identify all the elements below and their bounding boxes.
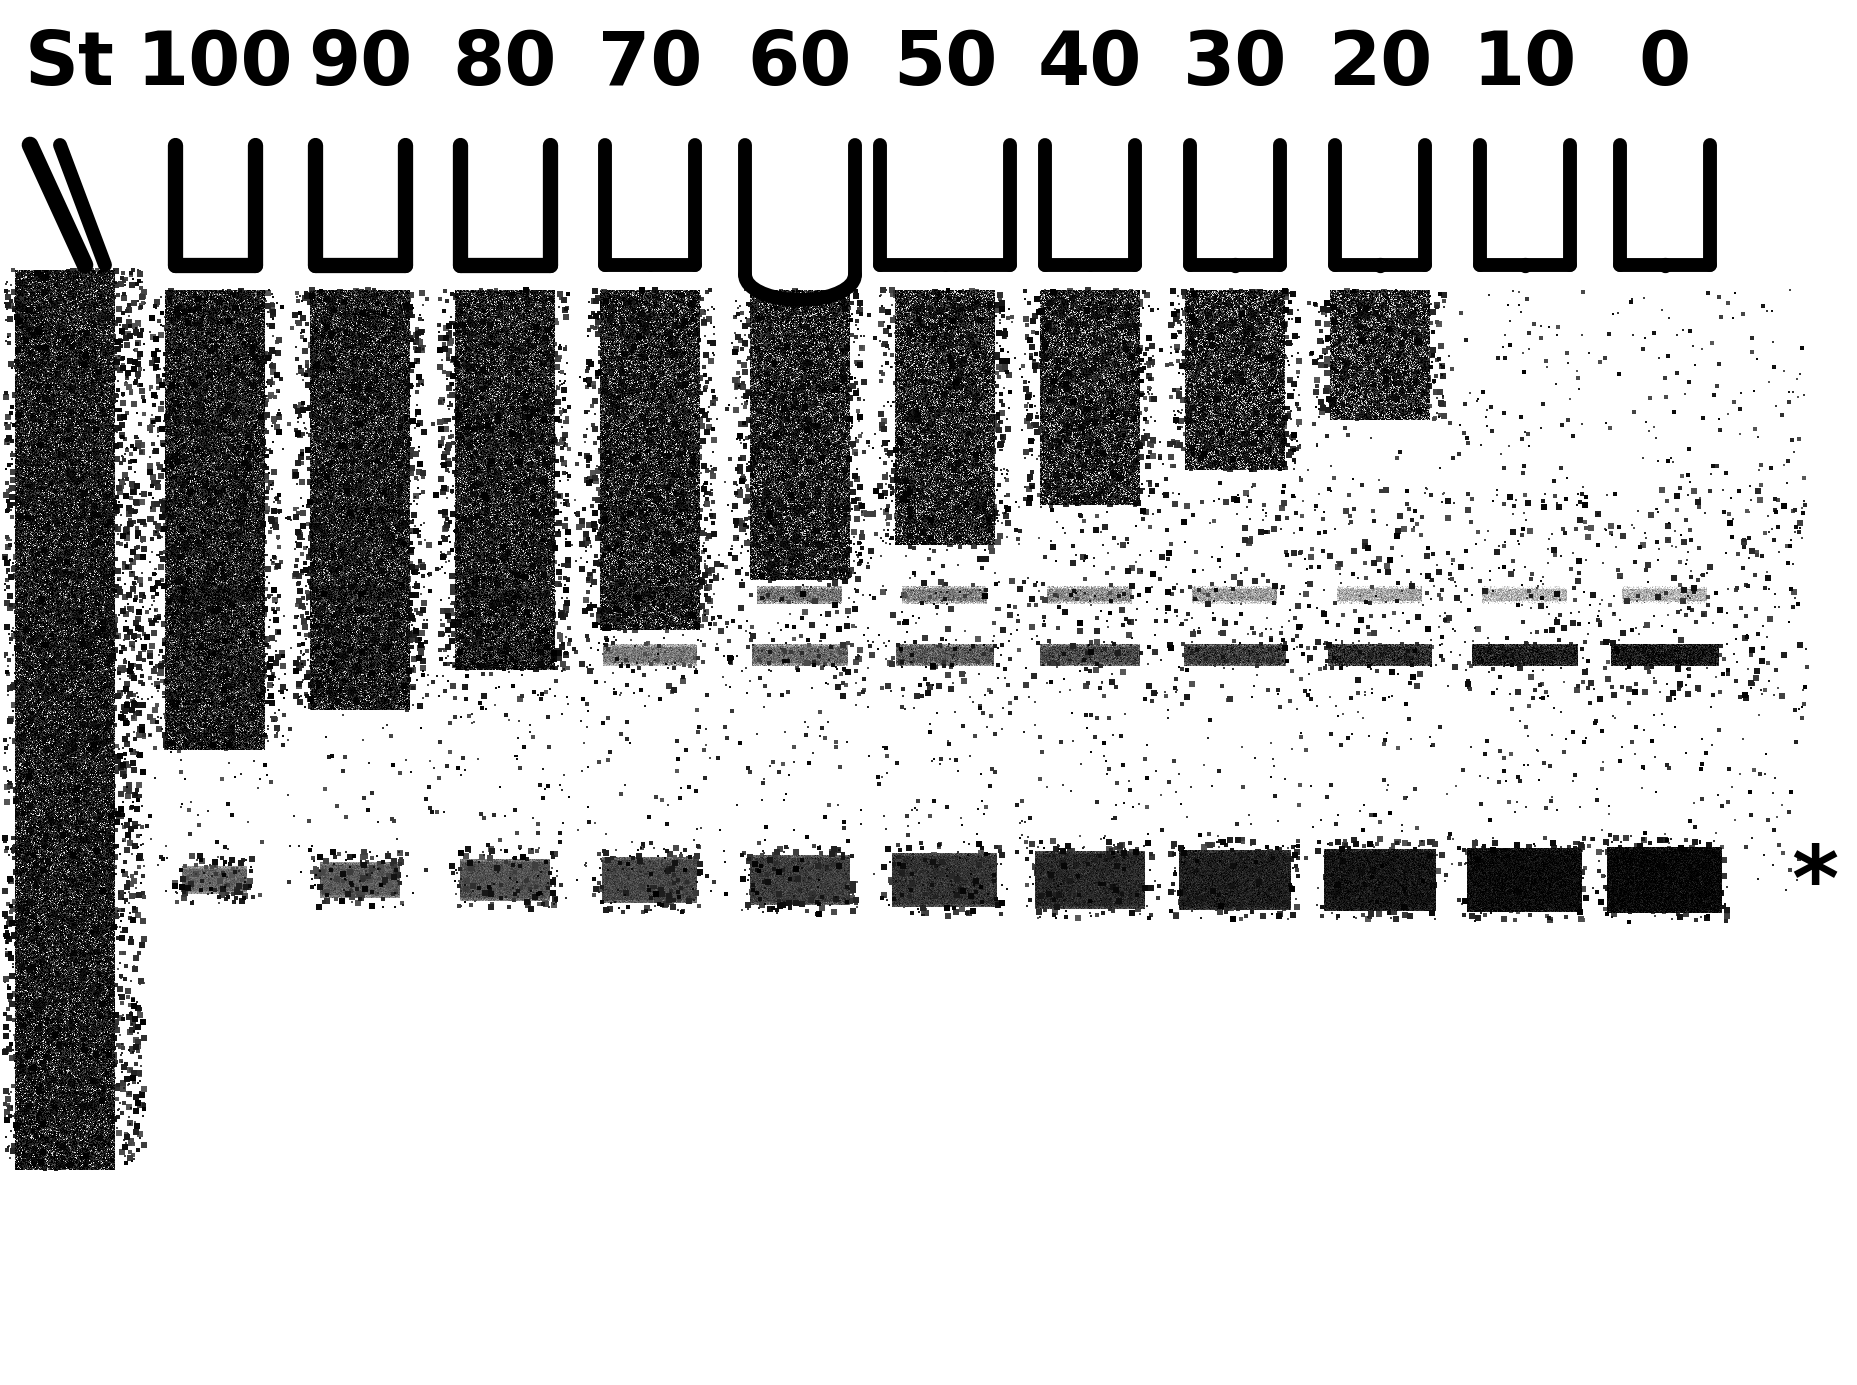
Text: 40: 40	[1038, 29, 1142, 101]
Text: 90: 90	[308, 29, 412, 101]
Text: 10: 10	[1473, 29, 1577, 101]
Text: 60: 60	[747, 29, 852, 101]
Text: 100: 100	[137, 29, 293, 101]
Text: 0: 0	[1638, 29, 1690, 101]
Text: *: *	[1790, 841, 1838, 929]
Text: 80: 80	[453, 29, 557, 101]
Text: 70: 70	[598, 29, 702, 101]
Text: 20: 20	[1328, 29, 1432, 101]
Text: 30: 30	[1183, 29, 1287, 101]
Text: 50: 50	[891, 29, 997, 101]
Text: St: St	[24, 29, 115, 101]
